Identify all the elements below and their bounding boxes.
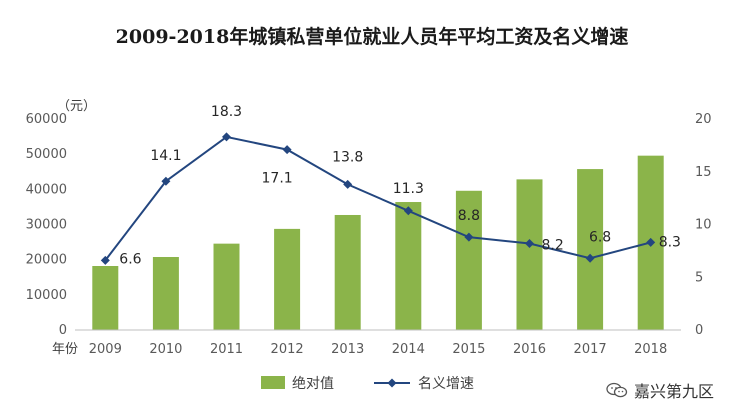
bar-2016 <box>516 179 543 330</box>
bar-2015 <box>455 190 482 330</box>
y-left-tick: 20000 <box>26 253 67 268</box>
bar-2014 <box>395 202 422 330</box>
x-tick: 2017 <box>574 342 607 357</box>
y-right-tick: 20 <box>695 112 712 127</box>
x-tick: 2018 <box>634 342 667 357</box>
growth-label-2017: 6.8 <box>589 229 611 245</box>
watermark: 嘉兴第九区 <box>606 378 714 402</box>
y-left-tick: 10000 <box>26 288 67 303</box>
growth-point-2010 <box>161 176 171 186</box>
x-tick: 2012 <box>271 342 304 357</box>
growth-label-2013: 13.8 <box>332 149 363 165</box>
growth-label-2015: 8.8 <box>458 208 480 224</box>
x-tick: 2015 <box>452 342 485 357</box>
legend-line-marker <box>387 378 397 388</box>
growth-point-2014 <box>403 206 413 216</box>
growth-point-2015 <box>464 232 474 242</box>
growth-point-2012 <box>282 145 292 155</box>
y-left-tick: 40000 <box>26 182 67 197</box>
y-left-tick: 50000 <box>26 147 67 162</box>
x-tick: 2016 <box>513 342 546 357</box>
x-tick: 2011 <box>210 342 243 357</box>
y-right-tick: 5 <box>695 270 703 285</box>
growth-line <box>104 135 651 261</box>
x-tick: 2010 <box>149 342 182 357</box>
legend-bar-label: 绝对值 <box>292 376 334 392</box>
bar-2012 <box>274 228 301 330</box>
growth-label-2016: 8.2 <box>542 237 564 253</box>
legend-line-label: 名义增速 <box>418 376 474 392</box>
growth-point-2011 <box>222 132 231 142</box>
growth-label-2011: 18.3 <box>211 104 242 120</box>
x-tick: 2009 <box>89 342 122 357</box>
growth-label-2010: 14.1 <box>150 148 181 164</box>
x-tick: 2014 <box>392 342 425 357</box>
growth-point-2009 <box>100 255 110 265</box>
wechat-icon <box>606 382 628 398</box>
bar-2011 <box>213 243 240 330</box>
y-left-tick: 60000 <box>26 112 67 127</box>
x-tick: 2013 <box>331 342 364 357</box>
y-right-tick: 10 <box>695 218 712 233</box>
bar-2009 <box>92 266 119 330</box>
bar-2010 <box>152 256 179 330</box>
bar-2017 <box>577 169 604 330</box>
growth-point-2016 <box>525 238 534 248</box>
y-left-tick: 0 <box>59 323 67 338</box>
growth-label-2014: 11.3 <box>393 181 424 197</box>
y-left-unit: （元） <box>57 99 96 114</box>
growth-point-2017 <box>585 253 595 263</box>
growth-label-2012: 17.1 <box>262 171 293 187</box>
y-left-tick: 30000 <box>26 218 67 233</box>
watermark-text: 嘉兴第九区 <box>634 382 715 401</box>
chart-title: 2009-2018年城镇私营单位就业人员年平均工资及名义增速 <box>115 26 629 48</box>
growth-label-2009: 6.6 <box>119 251 141 267</box>
x-unit-label: 年份 <box>52 342 78 357</box>
growth-point-2013 <box>343 179 353 189</box>
growth-point-2018 <box>646 237 656 247</box>
y-right-tick: 15 <box>695 165 712 180</box>
growth-label-2018: 8.3 <box>659 234 681 250</box>
y-right-tick: 0 <box>695 323 703 338</box>
bar-2013 <box>334 214 361 330</box>
legend-bar-swatch <box>261 376 285 389</box>
